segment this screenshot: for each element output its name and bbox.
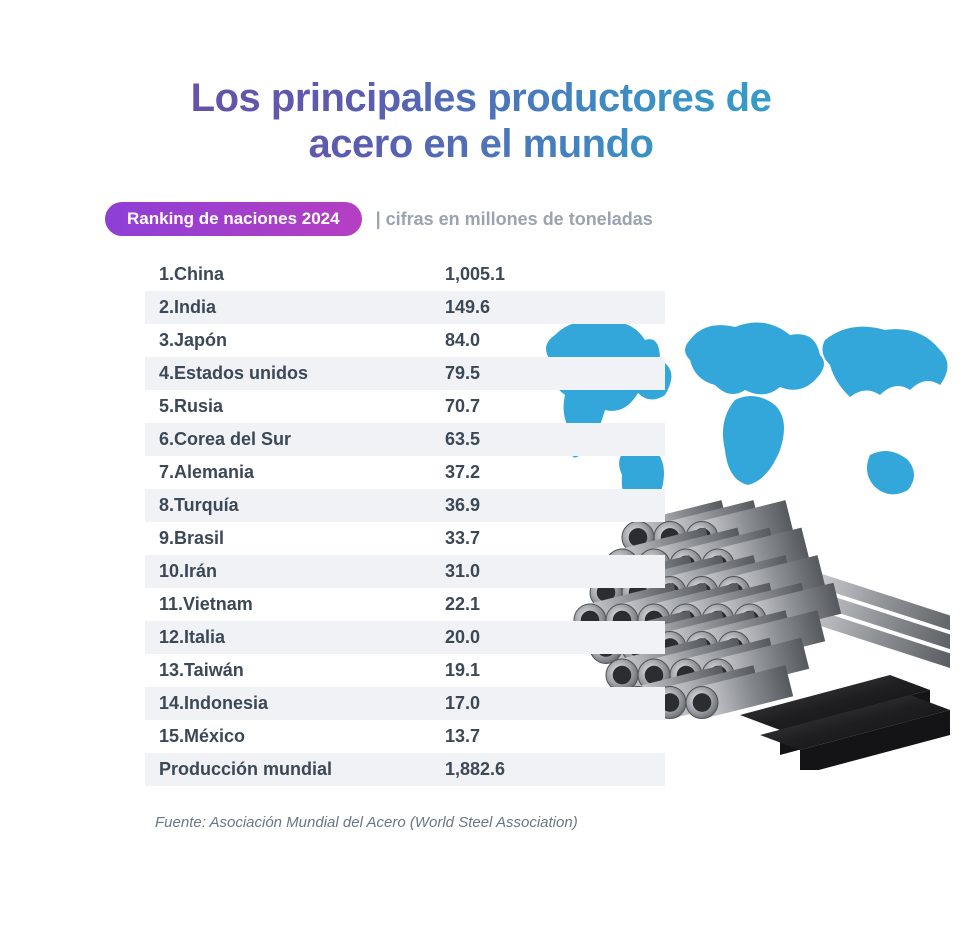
- value-label: 36.9: [435, 495, 480, 516]
- table-row: 12.Italia20.0: [145, 621, 665, 654]
- country-label: 13.Taiwán: [145, 660, 435, 681]
- value-label: 84.0: [435, 330, 480, 351]
- ranking-pill: Ranking de naciones 2024: [105, 202, 362, 236]
- title-line-2: acero en el mundo: [309, 122, 654, 166]
- country-label: 15.México: [145, 726, 435, 747]
- country-label: 10.Irán: [145, 561, 435, 582]
- table-row: 9.Brasil33.7: [145, 522, 665, 555]
- country-label: 5.Rusia: [145, 396, 435, 417]
- value-label: 19.1: [435, 660, 480, 681]
- table-row: 8.Turquía36.9: [145, 489, 665, 522]
- value-label: 33.7: [435, 528, 480, 549]
- units-label: | cifras en millones de toneladas: [376, 209, 653, 230]
- value-label: 17.0: [435, 693, 480, 714]
- table-row: 11.Vietnam22.1: [145, 588, 665, 621]
- value-label: 20.0: [435, 627, 480, 648]
- table-row: Producción mundial1,882.6: [145, 753, 665, 786]
- value-label: 63.5: [435, 429, 480, 450]
- title-line-1: Los principales productores de: [191, 76, 772, 120]
- value-label: 13.7: [435, 726, 480, 747]
- value-label: 1,005.1: [435, 264, 505, 285]
- country-label: 2.India: [145, 297, 435, 318]
- country-label: 4.Estados unidos: [145, 363, 435, 384]
- table-row: 6.Corea del Sur63.5: [145, 423, 665, 456]
- country-label: Producción mundial: [145, 759, 435, 780]
- subheader: Ranking de naciones 2024 | cifras en mil…: [95, 202, 867, 236]
- country-label: 3.Japón: [145, 330, 435, 351]
- country-label: 8.Turquía: [145, 495, 435, 516]
- table-row: 2.India149.6: [145, 291, 665, 324]
- country-label: 14.Indonesia: [145, 693, 435, 714]
- value-label: 79.5: [435, 363, 480, 384]
- table-row: 7.Alemania37.2: [145, 456, 665, 489]
- table-row: 14.Indonesia17.0: [145, 687, 665, 720]
- table-row: 4.Estados unidos79.5: [145, 357, 665, 390]
- value-label: 149.6: [435, 297, 490, 318]
- table-row: 3.Japón84.0: [145, 324, 665, 357]
- page-title: Los principales productores de acero en …: [95, 75, 867, 167]
- ranking-table: 1.China1,005.12.India149.63.Japón84.04.E…: [145, 258, 665, 786]
- country-label: 1.China: [145, 264, 435, 285]
- country-label: 12.Italia: [145, 627, 435, 648]
- country-label: 9.Brasil: [145, 528, 435, 549]
- value-label: 37.2: [435, 462, 480, 483]
- table-row: 5.Rusia70.7: [145, 390, 665, 423]
- country-label: 6.Corea del Sur: [145, 429, 435, 450]
- country-label: 11.Vietnam: [145, 594, 435, 615]
- source-citation: Fuente: Asociación Mundial del Acero (Wo…: [155, 814, 867, 831]
- table-row: 10.Irán31.0: [145, 555, 665, 588]
- value-label: 22.1: [435, 594, 480, 615]
- value-label: 70.7: [435, 396, 480, 417]
- value-label: 1,882.6: [435, 759, 505, 780]
- country-label: 7.Alemania: [145, 462, 435, 483]
- table-row: 13.Taiwán19.1: [145, 654, 665, 687]
- value-label: 31.0: [435, 561, 480, 582]
- table-row: 15.México13.7: [145, 720, 665, 753]
- table-row: 1.China1,005.1: [145, 258, 665, 291]
